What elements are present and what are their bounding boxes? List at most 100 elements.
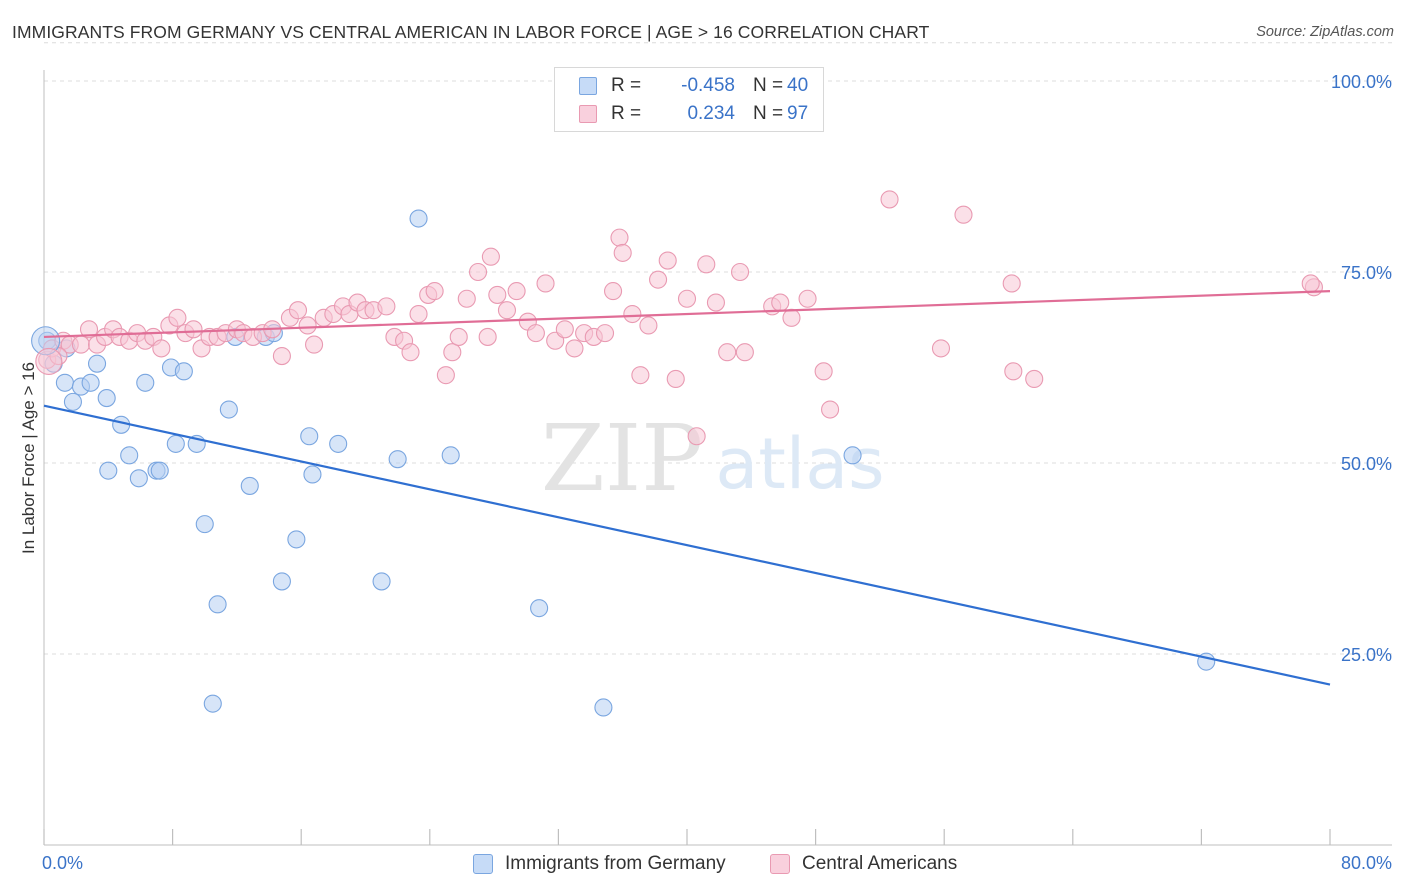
data-point [658, 251, 677, 270]
data-point [63, 392, 82, 411]
data-point [174, 362, 193, 381]
data-point [1025, 369, 1044, 389]
data-point [604, 282, 623, 301]
data-point [184, 320, 203, 339]
chart-title: IMMIGRANTS FROM GERMANY VS CENTRAL AMERI… [12, 22, 930, 42]
data-point [305, 335, 324, 354]
data-point [240, 476, 259, 495]
data-point [195, 515, 214, 534]
data-point [303, 465, 322, 484]
y-tick-label: 100.0% [1331, 72, 1392, 92]
data-point [1301, 274, 1320, 293]
data-point [639, 316, 658, 335]
data-point [35, 347, 63, 375]
r-label: R = [611, 103, 642, 124]
data-point [1002, 274, 1021, 293]
data-point [87, 354, 107, 373]
watermark-zip: ZIP [541, 405, 703, 512]
data-point [954, 205, 973, 224]
data-point [409, 209, 428, 228]
stats-legend: R = -0.458 N = 40 R = 0.234 N = 97 [554, 67, 824, 132]
data-point [401, 343, 420, 362]
x-tick-label: 80.0% [1341, 853, 1392, 873]
data-point [880, 190, 899, 209]
data-points [31, 190, 1323, 717]
data-point [821, 400, 840, 419]
data-point [152, 339, 171, 358]
data-point [300, 427, 319, 446]
data-point [594, 698, 613, 717]
data-point [555, 320, 574, 339]
data-point [129, 469, 148, 488]
data-point [166, 434, 185, 453]
data-point [71, 335, 91, 354]
data-point [449, 327, 468, 346]
data-point [441, 446, 460, 465]
data-point [623, 304, 642, 324]
data-point [565, 339, 584, 358]
legend-swatch-central-americans [770, 854, 790, 874]
data-point [631, 366, 650, 385]
legend-label-germany: Immigrants from Germany [505, 853, 726, 874]
n-value: 40 [787, 75, 809, 96]
legend-label-central-americans: Central Americans [802, 853, 958, 874]
data-point [782, 308, 801, 327]
stats-row-central-americans: R = 0.234 N = 97 [579, 101, 808, 127]
data-point [610, 228, 629, 247]
axis-labels: 25.0% 50.0% 75.0% 100.0% 0.0% 80.0% In Labor F… [19, 72, 1392, 873]
y-tick-label: 25.0% [1341, 645, 1392, 665]
data-point [697, 255, 716, 274]
watermark: ZIP atlas [541, 405, 885, 512]
data-point [79, 320, 99, 339]
data-point [771, 293, 790, 312]
data-point [649, 270, 668, 289]
r-label: R = [611, 75, 642, 96]
data-point [488, 285, 507, 304]
data-point [288, 301, 308, 320]
germany-swatch [579, 77, 597, 95]
data-point [168, 308, 187, 327]
r-value: 0.234 [687, 103, 735, 124]
y-tick-label: 50.0% [1341, 454, 1392, 474]
data-point [120, 446, 139, 465]
data-point [687, 427, 706, 446]
axes [43, 70, 1392, 846]
data-point [409, 304, 428, 324]
data-point [613, 243, 632, 262]
data-point [706, 293, 725, 312]
data-point [203, 694, 222, 713]
data-point [388, 450, 407, 469]
data-point [436, 366, 455, 385]
data-point [497, 301, 517, 320]
legend-item-germany[interactable]: Immigrants from Germany [473, 852, 726, 876]
data-point [99, 461, 118, 480]
data-point [425, 282, 444, 301]
trend-line-germany [43, 404, 1331, 686]
data-point [735, 343, 754, 362]
data-point [478, 327, 497, 346]
y-axis-label: In Labor Force | Age > 16 [19, 362, 38, 554]
data-point [377, 297, 396, 316]
source-label: Source: ZipAtlas.com [1256, 24, 1394, 40]
data-point [208, 595, 227, 614]
data-point [287, 530, 306, 549]
trend-lines [43, 290, 1331, 686]
data-point [136, 373, 155, 392]
legend-item-central-americans[interactable]: Central Americans [770, 852, 957, 876]
data-point [507, 282, 526, 301]
data-point [595, 324, 615, 343]
data-point [443, 343, 462, 362]
stats-row-germany: R = -0.458 N = 40 [579, 73, 808, 99]
data-point [298, 316, 317, 335]
data-point [1004, 362, 1023, 381]
data-point [526, 324, 545, 343]
n-label: N = [753, 75, 784, 96]
grid-lines [44, 42, 1392, 655]
watermark-atlas: atlas [715, 423, 884, 505]
data-point [272, 572, 291, 591]
data-point [97, 389, 116, 408]
data-point [677, 289, 697, 308]
trend-line-central-americans [43, 290, 1331, 339]
n-label: N = [753, 103, 784, 124]
n-value: 97 [787, 103, 809, 124]
